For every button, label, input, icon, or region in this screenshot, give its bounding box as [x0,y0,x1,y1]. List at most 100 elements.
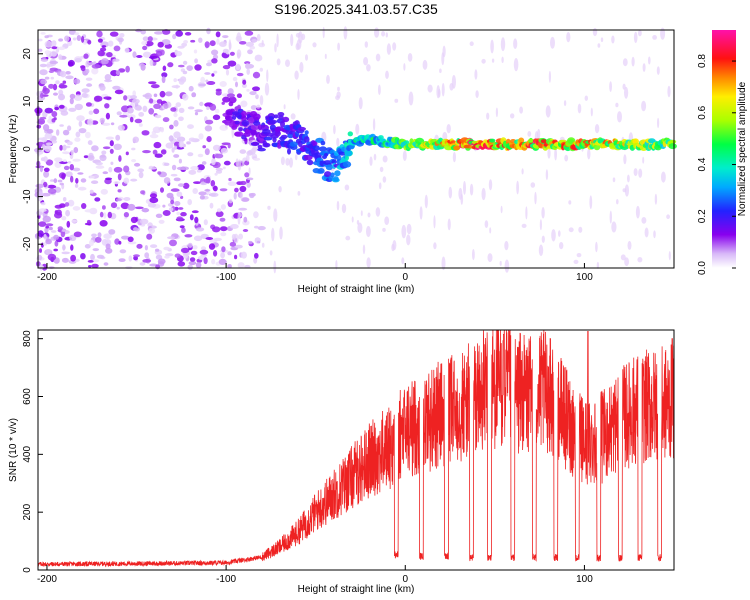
spectrogram-noise-cell [148,108,155,115]
spectrogram-noise-cell [142,94,150,98]
spectrogram-noise-cell [406,234,411,246]
spectrogram-noise-cell [206,27,211,35]
spectrogram-noise-cell [123,177,130,184]
spectrogram-noise-cell [94,197,101,202]
spectrogram-noise-cell [642,63,646,72]
spectrogram-noise-cell [65,75,74,80]
spectrogram-noise-cell [357,222,363,234]
spectrogram-noise-cell [220,204,226,210]
spectrogram-noise-cell [178,140,184,148]
spectrogram-noise-cell [173,177,181,182]
spectrogram-noise-cell [326,74,330,84]
spectrogram-noise-cell [54,240,59,247]
spectrogram-noise-cell [234,187,239,193]
spectrogram-noise-cell [110,122,115,126]
snr-series-line [37,329,675,568]
spectrogram-noise-cell [198,83,207,87]
spectrogram-noise-cell [161,76,166,84]
spectrogram-noise-cell [576,253,582,258]
spectrogram-ridge-cell [268,119,277,125]
spectrogram-noise-cell [204,72,211,75]
spectrogram-noise-cell [187,106,195,110]
spectrogram-noise-cell [406,223,412,235]
spectrogram-noise-cell [239,180,247,186]
spectrogram-noise-cell [192,245,198,250]
spectrogram-noise-cell [155,248,160,252]
y-tick-label: 0 [22,567,33,573]
spectrogram-noise-cell [160,187,164,193]
spectrogram-ridge-cell [489,138,496,143]
spectrogram-noise-cell [178,107,185,113]
spectrogram-noise-cell [322,26,325,39]
spectrogram-noise-cell [147,36,153,42]
spectrogram-noise-cell [148,227,155,234]
spectrogram-noise-cell [235,81,238,88]
spectrogram-noise-cell [173,120,179,127]
spectrogram-noise-cell [130,178,138,182]
spectrogram-ridge-cell [268,116,274,121]
spectrogram-ridge-cell [325,164,333,171]
spectrogram-noise-cell [194,111,199,116]
spectrogram-noise-cell [115,198,122,202]
spectrogram-noise-cell [592,27,598,37]
spectrogram-noise-cell [190,39,196,43]
spectrogram-ridge-cell [238,127,244,132]
spectrogram-noise-cell [240,100,248,108]
spectrogram-noise-cell [175,30,183,37]
spectrogram-noise-cell [469,183,474,196]
spectrogram-noise-cell [103,262,109,266]
spectrogram-noise-cell [80,65,86,72]
spectrogram-noise-cell [88,110,94,115]
spectrogram-noise-cell [97,50,105,57]
spectrogram-noise-cell [74,58,82,63]
spectrogram-noise-cell [153,141,162,149]
spectrogram-noise-cell [112,58,120,62]
spectrogram-noise-cell [99,117,106,124]
spectrogram-cells [34,26,677,274]
spectrogram-noise-cell [84,244,91,249]
spectrogram-noise-cell [149,134,159,139]
spectrogram-noise-cell [54,157,63,163]
spectrogram-noise-cell [180,247,190,254]
spectrogram-ridge-cell [338,151,347,156]
spectrogram-noise-cell [266,69,269,82]
spectrogram-noise-cell [637,257,643,263]
spectrogram-noise-cell [163,162,170,166]
spectrogram-noise-cell [155,213,163,218]
spectrogram-noise-cell [501,56,504,63]
spectrogram-noise-cell [87,260,94,263]
spectrogram-noise-cell [73,147,79,154]
spectrogram-noise-cell [135,105,142,111]
spectrogram-noise-cell [631,56,635,67]
spectrogram-noise-cell [246,89,250,92]
spectrogram-noise-cell [206,81,216,85]
y-tick-label: 20 [22,48,33,60]
spectrogram-noise-cell [545,105,551,118]
spectrogram-ridge-cell [540,139,547,144]
spectrogram-noise-cell [215,167,223,171]
spectrogram-noise-cell [513,58,519,72]
spectrogram-noise-cell [205,79,209,83]
spectrogram-noise-cell [253,157,261,161]
colorbar-tick-label: 0.8 [697,54,708,68]
spectrogram-noise-cell [363,57,369,66]
colorbar-tick-label: 0.6 [697,105,708,119]
spectrogram-noise-cell [170,107,177,112]
spectrogram-noise-cell [101,122,111,126]
spectrogram-noise-cell [596,261,600,269]
spectrogram-ridge-cell [278,115,284,120]
spectrogram-noise-cell [44,107,53,114]
spectrogram-noise-cell [87,118,94,126]
spectrogram-noise-cell [617,111,622,123]
spectrogram-noise-cell [188,85,194,92]
spectrogram-noise-cell [194,64,202,71]
spectrogram-noise-cell [178,207,184,210]
spectrogram-noise-cell [162,204,166,208]
spectrogram-noise-cell [50,230,57,233]
spectrogram-ridge-cell [234,131,244,137]
spectrogram-noise-cell [312,42,317,48]
spectrogram-noise-cell [551,229,556,242]
spectrogram-noise-cell [215,31,221,38]
spectrogram-noise-cell [375,53,381,62]
spectrogram-noise-cell [179,225,185,229]
